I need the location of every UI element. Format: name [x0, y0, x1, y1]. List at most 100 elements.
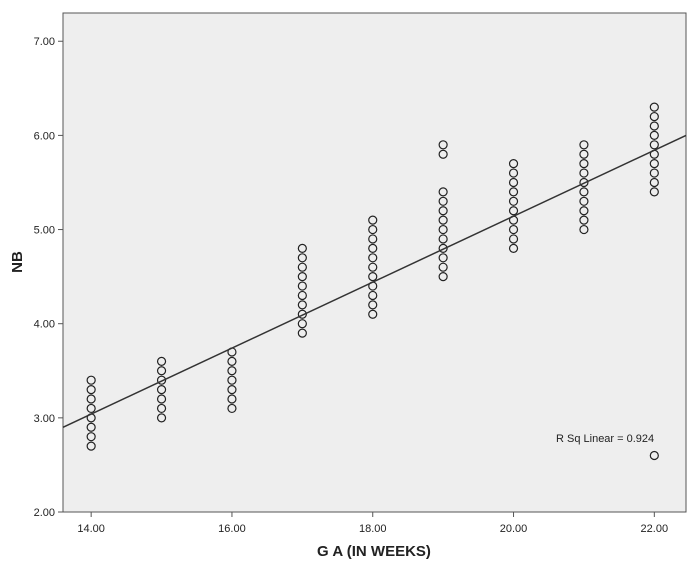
data-point — [86, 432, 96, 442]
data-point — [649, 187, 659, 197]
data-point — [649, 140, 659, 150]
data-point — [649, 159, 659, 169]
data-point — [297, 262, 307, 272]
data-point — [297, 328, 307, 338]
data-point — [438, 243, 448, 253]
data-point — [297, 281, 307, 291]
x-tick-label: 18.00 — [359, 523, 387, 535]
data-point — [579, 224, 589, 235]
data-point — [227, 375, 237, 385]
x-tick-label: 14.00 — [77, 523, 105, 535]
data-point — [508, 168, 519, 178]
data-point — [579, 177, 589, 188]
data-point — [508, 234, 519, 244]
data-point — [579, 140, 589, 150]
data-point — [579, 196, 589, 206]
data-point — [368, 224, 378, 235]
data-point — [508, 177, 519, 188]
data-point — [579, 215, 589, 225]
data-point — [368, 215, 378, 225]
data-point — [438, 272, 448, 282]
data-point — [156, 375, 167, 385]
data-point — [368, 309, 378, 319]
data-point — [156, 394, 167, 404]
data-point — [649, 102, 659, 112]
data-point — [86, 394, 96, 404]
data-point — [438, 234, 448, 244]
data-point — [86, 385, 96, 395]
data-point — [297, 243, 307, 253]
data-point — [156, 385, 167, 395]
data-point — [438, 196, 448, 206]
data-point — [438, 262, 448, 272]
data-point — [438, 140, 448, 150]
x-axis: 14.00 16.00 18.00 20.00 22.00 — [77, 512, 668, 535]
data-point — [438, 149, 448, 159]
data-point — [297, 309, 307, 319]
data-points — [86, 102, 659, 461]
data-point — [368, 290, 378, 301]
data-point — [438, 206, 448, 216]
data-point — [438, 187, 448, 197]
data-point — [297, 319, 307, 329]
y-tick-label: 6.00 — [34, 130, 55, 142]
data-point — [649, 130, 659, 140]
data-point — [649, 111, 659, 122]
data-point — [508, 243, 519, 253]
data-point — [508, 187, 519, 197]
data-point — [579, 149, 589, 159]
data-point — [297, 290, 307, 301]
data-point — [508, 196, 519, 206]
data-point — [508, 159, 519, 169]
data-point — [297, 272, 307, 282]
y-tick-label: 3.00 — [34, 413, 55, 425]
y-axis-label: NB — [9, 251, 26, 273]
data-point — [368, 262, 378, 272]
data-point — [579, 187, 589, 197]
x-tick-label: 22.00 — [641, 523, 669, 535]
data-point — [227, 385, 237, 395]
data-point — [649, 168, 659, 178]
y-tick-label: 5.00 — [34, 225, 55, 237]
data-point — [438, 253, 448, 263]
data-point — [86, 403, 96, 414]
data-point — [156, 403, 167, 414]
data-point — [297, 300, 307, 310]
data-point — [438, 224, 448, 235]
data-point — [86, 375, 96, 385]
y-tick-label: 7.00 — [34, 36, 55, 48]
data-point — [649, 450, 659, 461]
data-point — [508, 224, 519, 235]
data-point — [579, 206, 589, 216]
data-point — [227, 366, 237, 376]
data-point — [649, 177, 659, 188]
linear-fit-line — [62, 134, 687, 428]
data-point — [368, 234, 378, 244]
data-point — [368, 253, 378, 263]
data-point — [368, 243, 378, 253]
data-point — [227, 394, 237, 404]
x-axis-label: G A (IN WEEKS) — [317, 543, 431, 560]
data-point — [438, 215, 448, 225]
data-point — [227, 403, 237, 414]
data-point — [368, 272, 378, 282]
x-tick-label: 16.00 — [218, 523, 246, 535]
data-point — [156, 366, 167, 376]
data-point — [508, 206, 519, 216]
data-point — [156, 356, 167, 366]
data-point — [86, 422, 96, 432]
y-tick-label: 4.00 — [34, 319, 55, 331]
data-point — [579, 159, 589, 169]
plot-area — [62, 12, 687, 513]
x-tick-label: 20.00 — [500, 523, 528, 535]
data-point — [86, 441, 96, 451]
y-tick-label: 2.00 — [34, 507, 55, 519]
data-point — [156, 413, 167, 423]
data-point — [579, 168, 589, 178]
data-point — [649, 121, 659, 131]
y-axis: 2.00 3.00 4.00 5.00 6.00 7.00 — [34, 36, 63, 519]
data-point — [297, 253, 307, 263]
data-point — [368, 300, 378, 310]
data-point — [227, 356, 237, 366]
